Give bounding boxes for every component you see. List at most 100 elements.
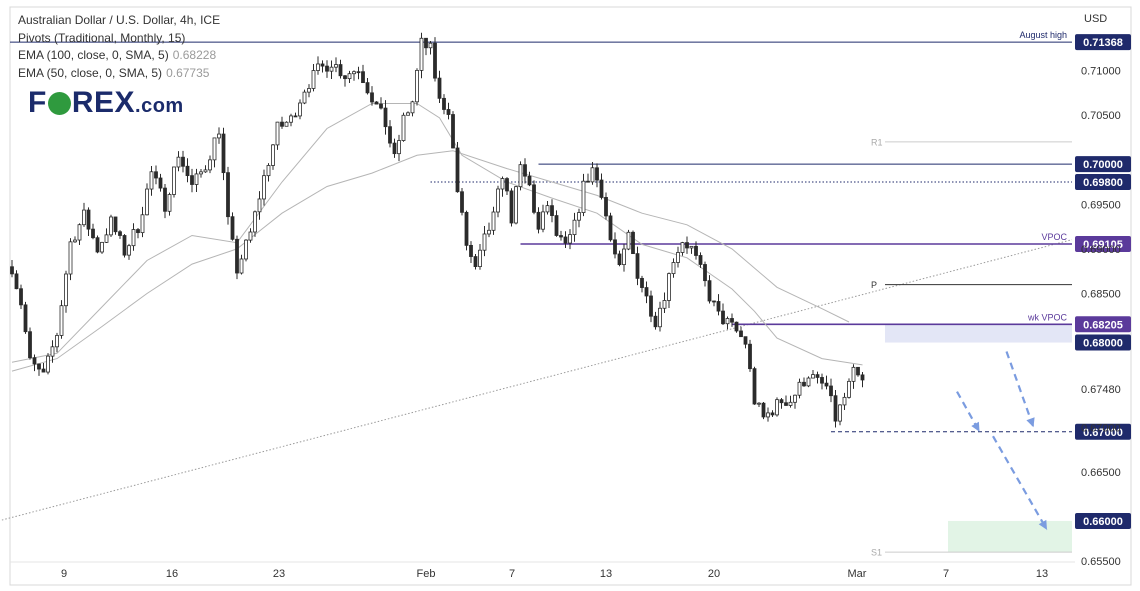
candle-body	[109, 216, 113, 236]
y-tick-label: 0.69500	[1081, 199, 1121, 211]
candle-body	[820, 377, 824, 384]
time-axis: 9 16 23 Feb 7 13 20 Mar 7 13	[10, 561, 1075, 580]
candle-body	[685, 242, 689, 249]
price-tag-label-0: 0.71368	[1083, 37, 1123, 49]
candle-body	[631, 231, 635, 255]
candle-body	[856, 366, 860, 376]
candle-body	[550, 205, 554, 216]
candle-body	[788, 401, 793, 406]
y-tick-label: 0.65500	[1081, 556, 1121, 568]
candle-body	[64, 273, 68, 307]
candle-body	[392, 142, 397, 155]
price-tag-label-4: 0.68205	[1083, 319, 1123, 331]
projection-arrow-1	[1005, 351, 1035, 428]
price-tag-2	[1075, 174, 1131, 191]
candle-body	[640, 277, 644, 288]
candle-body	[482, 233, 487, 251]
candle-body	[397, 140, 401, 155]
candle-body	[221, 133, 226, 174]
candle-body	[361, 71, 365, 84]
candle-body	[793, 394, 797, 403]
currency-label: USD	[1084, 13, 1107, 25]
candle-body	[739, 330, 743, 338]
candle-body	[469, 244, 473, 257]
price-tag-label-5: 0.68000	[1083, 338, 1123, 350]
candle-body	[617, 253, 622, 266]
candle-body	[748, 343, 752, 370]
x-tick-label: 13	[1036, 568, 1048, 580]
candle-body	[410, 101, 415, 114]
candle-body	[419, 37, 424, 71]
ema100-label: EMA (100, close, 0, SMA, 5)	[18, 48, 169, 62]
candle-body	[230, 216, 235, 240]
projection-arrowhead-1	[1026, 417, 1035, 428]
candle-body	[154, 171, 158, 179]
price-tag-4	[1075, 316, 1131, 333]
candle-body	[712, 300, 716, 303]
candle-body	[365, 82, 370, 94]
candle-body	[752, 368, 757, 405]
candle-body	[163, 187, 167, 212]
zones-layer	[885, 324, 1072, 553]
candle-body	[442, 97, 446, 110]
candle-body	[536, 211, 541, 230]
candle-body	[437, 77, 442, 99]
logo-globe-icon	[47, 92, 71, 115]
candle-body	[725, 318, 730, 325]
candle-body	[226, 172, 230, 218]
ema50-value: 0.67735	[166, 65, 210, 80]
candle-body	[572, 219, 577, 236]
level-text-0: August high	[1019, 30, 1067, 40]
y-tick-label: 0.71000	[1081, 66, 1121, 78]
candle-body	[194, 173, 199, 185]
candle-body	[343, 75, 347, 80]
legend-symbol: Australian Dollar / U.S. Dollar, 4h, ICE	[18, 13, 221, 27]
chart-frame	[9, 6, 1132, 586]
candle-body	[428, 42, 433, 49]
candle-body	[118, 231, 122, 236]
candle-body	[586, 180, 590, 183]
candle-body	[23, 304, 28, 333]
candle-body	[784, 402, 788, 406]
candle-body	[559, 235, 563, 238]
candle-body	[46, 355, 50, 373]
price-tag-0	[1075, 34, 1131, 51]
level-text-4: wk VPOC	[1027, 312, 1068, 322]
x-tick-label: 7	[509, 568, 515, 580]
candle-body	[32, 357, 37, 365]
candle-body	[509, 190, 514, 224]
candle-body	[581, 180, 586, 213]
y-tick-label: 0.70500	[1081, 110, 1121, 122]
candle-body	[316, 63, 320, 71]
pivot-label-s1: S1	[871, 548, 882, 558]
trendline-layer	[0, 239, 1073, 522]
candle-body	[676, 252, 680, 263]
price-tag-label-1: 0.70000	[1083, 159, 1123, 171]
candle-body	[307, 88, 311, 93]
candle-body	[19, 288, 23, 306]
candle-body	[257, 198, 262, 213]
candle-body	[761, 402, 766, 418]
candle-body	[644, 287, 649, 297]
candle-body	[212, 137, 217, 161]
candle-body	[730, 318, 734, 323]
candle-body	[167, 194, 172, 212]
candle-body	[653, 315, 658, 328]
candle-body	[356, 71, 361, 74]
candle-body	[284, 121, 289, 127]
candle-body	[262, 175, 266, 200]
candle-body	[532, 184, 536, 213]
x-tick-label: 16	[166, 568, 178, 580]
candle-body	[266, 165, 271, 177]
candle-body	[649, 295, 653, 317]
candle-body	[455, 147, 460, 193]
candle-body	[406, 112, 410, 116]
candle-body	[815, 374, 820, 378]
candle-body	[851, 366, 856, 382]
candle-body	[289, 115, 293, 123]
candle-body	[158, 177, 163, 189]
candle-body	[829, 385, 833, 397]
price-tag-5	[1075, 334, 1131, 351]
arrows-layer	[956, 351, 1048, 531]
